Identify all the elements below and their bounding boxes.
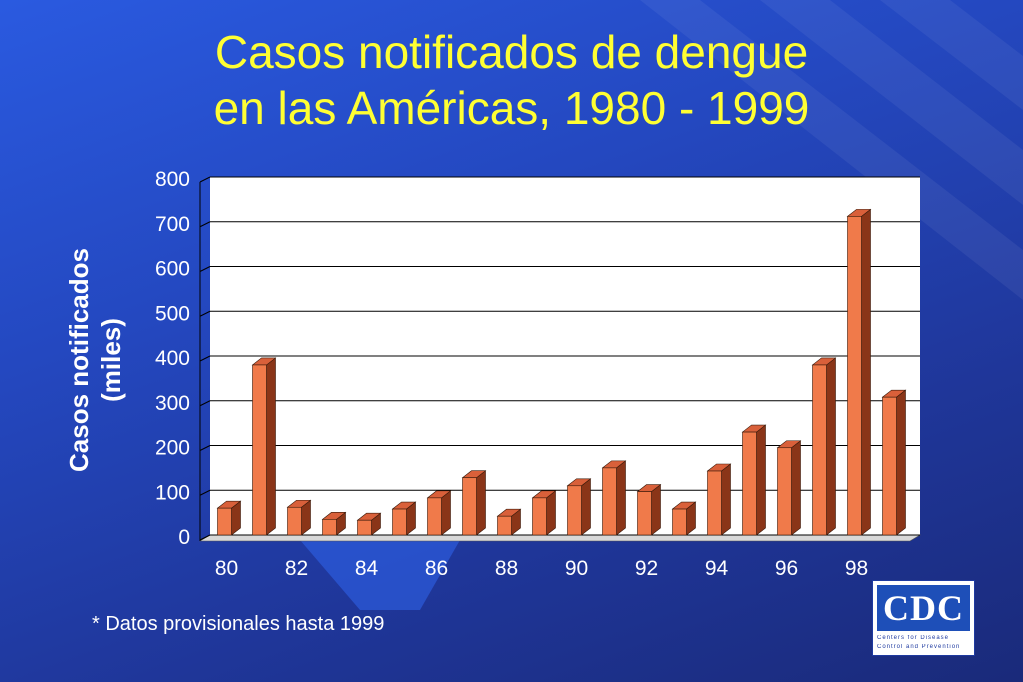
- cdc-logo-line-2: Control and Prevention: [877, 644, 961, 650]
- bar: [567, 485, 582, 536]
- x-tick-label: 88: [495, 557, 518, 580]
- x-tick-label: 90: [565, 557, 588, 580]
- x-tick-label: 98: [845, 557, 868, 580]
- gridline-depth: [199, 266, 211, 272]
- bar: [497, 515, 512, 536]
- bar: [287, 506, 302, 536]
- gridline-depth: [199, 355, 211, 362]
- bar-side: [721, 463, 731, 536]
- gridline-depth: [199, 221, 211, 228]
- gridline-depth: [199, 400, 211, 407]
- bar: [742, 431, 757, 536]
- bar-side: [546, 490, 556, 536]
- bar-side: [791, 440, 801, 536]
- bar-side: [896, 389, 906, 536]
- y-tick-label: 0: [178, 526, 190, 549]
- bar-side: [651, 483, 661, 536]
- bar-side: [616, 460, 626, 536]
- bar-side: [826, 357, 836, 536]
- gridline-depth: [199, 445, 211, 451]
- bar: [602, 467, 617, 536]
- bar: [427, 497, 442, 536]
- bar-side: [861, 208, 871, 536]
- y-tick-label: 600: [155, 258, 190, 281]
- x-tick-label: 82: [285, 557, 308, 580]
- x-tick-label: 96: [775, 557, 798, 580]
- bar: [217, 507, 232, 536]
- x-tick-label: 84: [355, 557, 379, 580]
- bar: [672, 508, 687, 536]
- gridline-depth: [199, 489, 211, 496]
- cdc-logo-text: CDC: [877, 585, 970, 631]
- cdc-logo: CDC Centers for Disease Control and Prev…: [872, 580, 975, 656]
- bar: [392, 508, 407, 536]
- footnote: * Datos provisionales hasta 1999: [92, 613, 385, 635]
- bar: [812, 364, 827, 536]
- gridline-depth: [199, 176, 211, 183]
- x-tick-label: 92: [635, 557, 658, 580]
- bar-side: [756, 424, 766, 536]
- title-line-2: en las Américas, 1980 - 1999: [213, 82, 810, 134]
- gridline-depth: [199, 534, 211, 541]
- bar: [357, 519, 372, 536]
- bar: [777, 447, 792, 536]
- bar: [532, 497, 547, 536]
- y-tick-label: 300: [155, 392, 190, 415]
- title-line-1: Casos notificados de dengue: [214, 26, 809, 78]
- y-tick-label: 200: [155, 437, 190, 460]
- y-tick-label: 800: [155, 168, 190, 191]
- bar: [637, 491, 652, 536]
- bar-side: [441, 490, 451, 536]
- bar: [882, 396, 897, 536]
- cdc-logo-line-1: Centers for Disease: [877, 635, 950, 641]
- plot-floor: [198, 534, 922, 542]
- bar: [322, 519, 337, 536]
- bar-side: [266, 357, 276, 536]
- bar: [847, 216, 862, 536]
- y-tick-label: 700: [155, 213, 190, 236]
- x-tick-label: 80: [215, 557, 238, 580]
- bar-side: [476, 470, 486, 536]
- bar: [252, 364, 267, 536]
- y-tick-label: 500: [155, 302, 190, 325]
- y-tick-label: 100: [155, 481, 190, 504]
- x-tick-label: 86: [425, 557, 448, 580]
- y-tick-label: 400: [155, 347, 190, 370]
- bar-side: [581, 478, 591, 536]
- slide-title: Casos notificados de dengue en las Améri…: [0, 24, 1023, 136]
- bar: [707, 470, 722, 536]
- x-tick-label: 94: [705, 557, 729, 580]
- gridline-depth: [199, 310, 211, 317]
- bar: [462, 477, 477, 536]
